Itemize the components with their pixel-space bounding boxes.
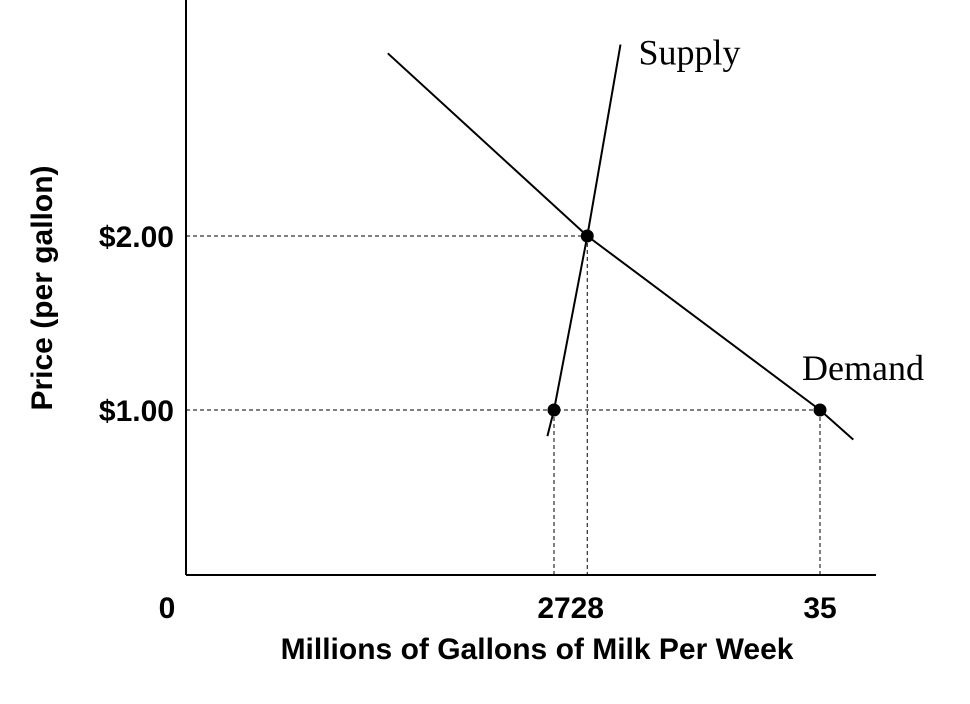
demand-curve xyxy=(387,52,854,441)
axis-labels: 0 Millions of Gallons of Milk Per Week P… xyxy=(26,165,837,666)
guide-lines xyxy=(186,235,821,575)
x-tick-label-28: 28 xyxy=(571,592,604,625)
curves: Supply Demand xyxy=(387,33,924,441)
y-tick-label-2: $2.00 xyxy=(99,221,174,254)
axes xyxy=(185,0,876,576)
y-axis-title: Price (per gallon) xyxy=(26,165,59,410)
demand-curve-label: Demand xyxy=(802,348,924,388)
marked-point-0 xyxy=(547,403,561,417)
origin-tick-label: 0 xyxy=(159,592,176,625)
supply-curve xyxy=(546,44,622,437)
marked-point-2 xyxy=(813,403,827,417)
marked-point-1 xyxy=(580,229,594,243)
y-tick-label-1: $1.00 xyxy=(99,395,174,428)
x-tick-label-27: 27 xyxy=(537,592,570,625)
x-axis-title: Millions of Gallons of Milk Per Week xyxy=(281,633,794,666)
equilibrium-points xyxy=(547,229,827,417)
supply-curve-label: Supply xyxy=(639,33,741,73)
x-tick-label-35: 35 xyxy=(803,592,836,625)
